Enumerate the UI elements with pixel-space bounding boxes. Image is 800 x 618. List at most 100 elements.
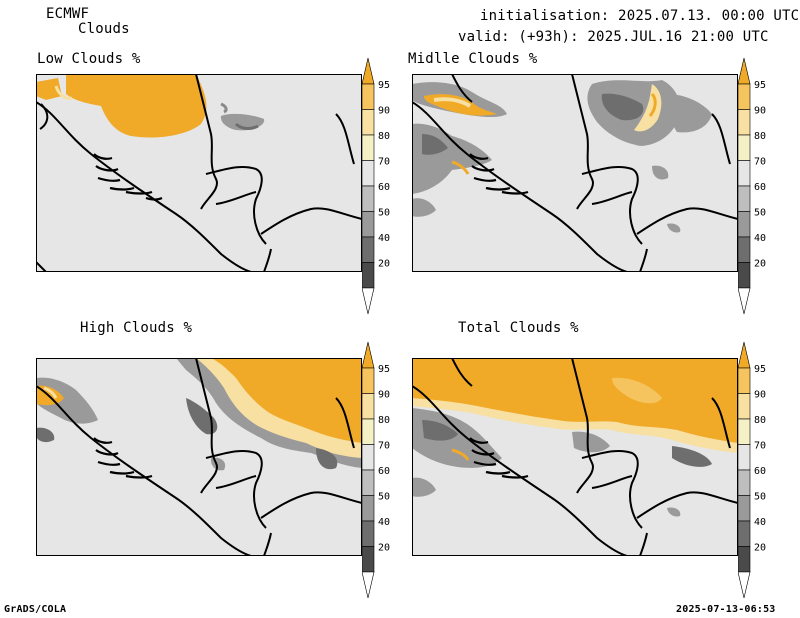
- islands-low: [93, 153, 163, 201]
- product-label: Clouds: [78, 21, 130, 37]
- map-low-clouds: [36, 74, 362, 272]
- colorbar-label: 95: [754, 364, 766, 375]
- cloud-field-middle: [412, 80, 712, 233]
- footer-timestamp: 2025-07-13-06:53: [676, 604, 776, 615]
- panel-title-low: Low Clouds %: [37, 51, 141, 67]
- colorbar-segment: [361, 83, 375, 110]
- colorbar-segment: [361, 367, 375, 394]
- colorbar-high: 95 90 80 70 60 50 40 20: [361, 341, 402, 602]
- colorbar-svg: 95 90 80 70 60 50 40 20: [361, 57, 390, 315]
- borders-middle: [412, 74, 738, 272]
- colorbar-segment: [361, 444, 375, 471]
- colorbar-label: 80: [754, 131, 766, 142]
- colorbar-segment: [737, 236, 751, 263]
- colorbar-label: 90: [754, 106, 766, 117]
- islands-middle: [469, 153, 529, 195]
- colorbar-bottom-tip: [737, 287, 751, 315]
- colorbar-segment: [361, 160, 375, 187]
- colorbar-segment: [361, 418, 375, 445]
- colorbar-label: 60: [378, 466, 390, 477]
- colorbar-svg: 95 90 80 70 60 50 40 20: [361, 341, 390, 599]
- map-middle-clouds: [412, 74, 738, 272]
- colorbar-label: 20: [754, 259, 766, 270]
- colorbar-label: 90: [378, 390, 390, 401]
- panel-title-total: Total Clouds %: [458, 320, 579, 336]
- colorbar-low: 95 90 80 70 60 50 40 20: [361, 57, 402, 318]
- colorbar-label: 50: [378, 492, 390, 503]
- colorbar-svg: 95 90 80 70 60 50 40 20: [737, 341, 766, 599]
- colorbar-label: 80: [378, 131, 390, 142]
- colorbar-segment: [361, 495, 375, 522]
- colorbar-label: 50: [754, 208, 766, 219]
- panel-title-middle: Midlle Clouds %: [408, 51, 538, 67]
- colorbar-segment: [737, 109, 751, 136]
- colorbar-segment: [361, 134, 375, 161]
- colorbar-segment: [361, 546, 375, 573]
- colorbar-segment: [361, 262, 375, 289]
- islands-total: [469, 437, 529, 479]
- colorbar-label: 70: [378, 441, 390, 452]
- colorbar-label: 95: [754, 80, 766, 91]
- colorbar-label: 70: [754, 157, 766, 168]
- colorbar-top-tip: [361, 341, 375, 369]
- colorbar-segment: [361, 211, 375, 238]
- colorbar-segment: [361, 393, 375, 420]
- colorbar-segment: [737, 495, 751, 522]
- colorbar-label: 80: [378, 415, 390, 426]
- colorbar-top-tip: [737, 57, 751, 85]
- colorbar-label: 70: [754, 441, 766, 452]
- colorbar-segment: [361, 469, 375, 496]
- colorbar-segment: [737, 262, 751, 289]
- colorbar-label: 20: [754, 543, 766, 554]
- colorbar-segment: [737, 444, 751, 471]
- colorbar-segment: [737, 469, 751, 496]
- colorbar-label: 90: [378, 106, 390, 117]
- cloud-field-low: [36, 74, 265, 138]
- cloud-field-high: [36, 358, 362, 471]
- init-time: initialisation: 2025.07.13. 00:00 UTC: [480, 8, 800, 24]
- map-total-clouds: [412, 358, 738, 556]
- colorbar-label: 50: [754, 492, 766, 503]
- panel-title-high: High Clouds %: [80, 320, 193, 336]
- colorbar-segment: [737, 134, 751, 161]
- map-high-clouds: [36, 358, 362, 556]
- colorbar-label: 40: [754, 517, 766, 528]
- colorbar-segment: [737, 160, 751, 187]
- colorbar-bottom-tip: [361, 287, 375, 315]
- colorbar-segment: [361, 185, 375, 212]
- colorbar-label: 50: [378, 208, 390, 219]
- colorbar-segment: [737, 185, 751, 212]
- colorbar-total: 95 90 80 70 60 50 40 20: [737, 341, 778, 602]
- colorbar-bottom-tip: [737, 571, 751, 599]
- colorbar-label: 20: [378, 543, 390, 554]
- colorbar-label: 95: [378, 364, 390, 375]
- borders-low: [36, 74, 362, 272]
- colorbar-label: 60: [754, 466, 766, 477]
- colorbar-segment: [361, 109, 375, 136]
- borders-total: [412, 358, 738, 556]
- cloud-field-total: [412, 358, 738, 517]
- colorbar-segment: [737, 546, 751, 573]
- colorbar-top-tip: [361, 57, 375, 85]
- footer-software: GrADS/COLA: [4, 604, 67, 615]
- colorbar-label: 70: [378, 157, 390, 168]
- colorbar-label: 80: [754, 415, 766, 426]
- colorbar-segment: [737, 367, 751, 394]
- colorbar-label: 40: [378, 517, 390, 528]
- islands-high: [93, 437, 153, 479]
- colorbar-segment: [361, 236, 375, 263]
- colorbar-segment: [737, 520, 751, 547]
- colorbar-segment: [737, 418, 751, 445]
- colorbar-segment: [737, 211, 751, 238]
- colorbar-top-tip: [737, 341, 751, 369]
- colorbar-label: 90: [754, 390, 766, 401]
- colorbar-svg: 95 90 80 70 60 50 40 20: [737, 57, 766, 315]
- colorbar-label: 40: [378, 233, 390, 244]
- model-label: ECMWF: [46, 6, 90, 22]
- colorbar-segment: [737, 393, 751, 420]
- colorbar-middle: 95 90 80 70 60 50 40 20: [737, 57, 778, 318]
- colorbar-label: 20: [378, 259, 390, 270]
- colorbar-label: 40: [754, 233, 766, 244]
- colorbar-label: 60: [378, 182, 390, 193]
- borders-high: [36, 358, 362, 556]
